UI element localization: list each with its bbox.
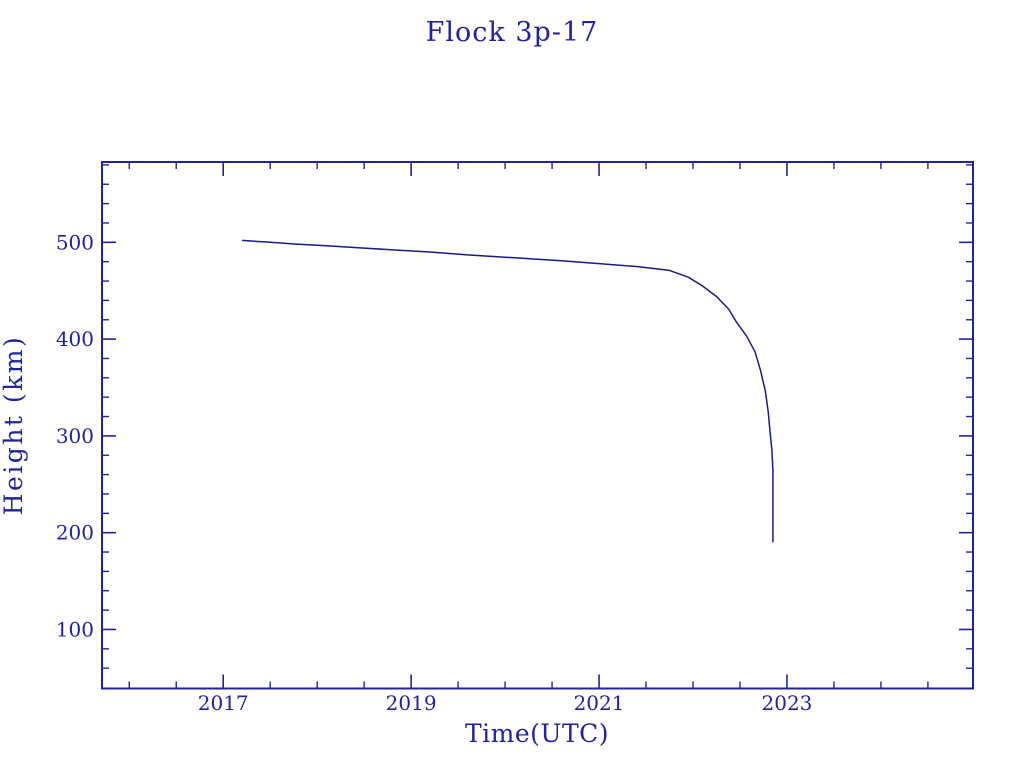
- y-tick-label: 500: [56, 230, 94, 254]
- y-axis-title: Height (km): [0, 335, 28, 516]
- x-axis-title: Time(UTC): [465, 719, 609, 748]
- y-tick-label: 200: [56, 521, 94, 545]
- axes-box: [101, 161, 974, 690]
- height-decay-line: [241, 239, 774, 543]
- y-tick-label: 100: [56, 617, 94, 641]
- chart-title: Flock 3p-17: [426, 17, 599, 48]
- x-tick-label: 2021: [574, 691, 625, 715]
- plot-frame: [101, 161, 974, 690]
- y-axis-ticks: [102, 164, 973, 669]
- y-axis-tick-labels: 100 200 300 400 500: [56, 230, 94, 641]
- x-axis-ticks: [128, 162, 929, 689]
- y-tick-label: 400: [56, 327, 94, 351]
- x-tick-label: 2019: [386, 691, 437, 715]
- x-tick-label: 2017: [198, 691, 249, 715]
- data-series: [241, 239, 774, 543]
- y-tick-label: 300: [56, 424, 94, 448]
- x-tick-label: 2023: [762, 691, 813, 715]
- x-axis-tick-labels: 2017 2019 2021 2023: [198, 691, 813, 715]
